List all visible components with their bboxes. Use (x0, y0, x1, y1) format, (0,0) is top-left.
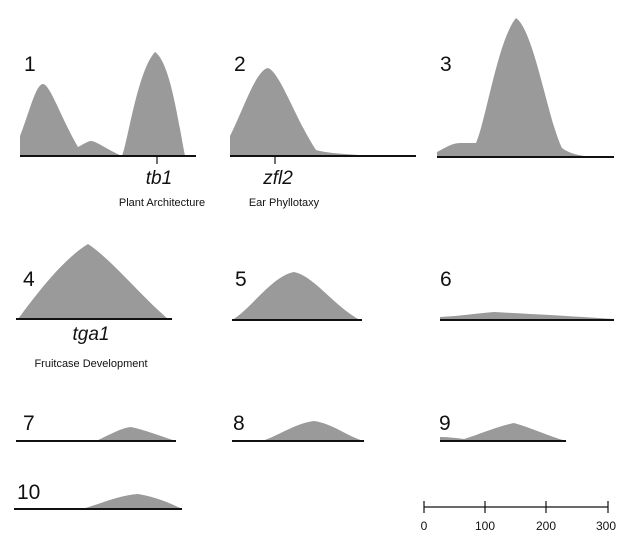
panel-1-trait-label: Plant Architecture (119, 197, 205, 209)
panel-6-number: 6 (440, 268, 452, 291)
panel-1-number: 1 (24, 53, 36, 76)
panel-6: 6 (440, 268, 614, 321)
scale-bar-label-300: 300 (596, 519, 616, 533)
panel-4: 4 tga1 Fruitcase Development (16, 244, 172, 370)
panel-10-peak (82, 494, 182, 509)
panel-4-number: 4 (23, 268, 35, 291)
panel-5-number: 5 (235, 268, 247, 291)
scale-bar-label-0: 0 (421, 519, 428, 533)
panel-9-peak (440, 423, 566, 441)
scale-bar-label-200: 200 (536, 519, 556, 533)
panel-1-peak (20, 52, 185, 156)
panel-1: 1 tb1 Plant Architecture (20, 52, 205, 209)
panel-7: 7 (16, 412, 176, 442)
panel-8-number: 8 (233, 412, 245, 435)
panel-2: zfl2 2 Ear Phyllotaxy (230, 53, 416, 209)
panel-4-peak (18, 244, 168, 319)
panel-10-number: 10 (17, 481, 40, 504)
panel-5: 5 (232, 268, 362, 321)
panel-1-gene-label: tb1 (146, 168, 172, 189)
panel-5-peak (232, 272, 360, 320)
panel-9: 9 (439, 412, 566, 442)
panel-4-gene-label: tga1 (73, 324, 110, 345)
panel-3: 3 (437, 18, 614, 158)
panel-7-number: 7 (23, 412, 35, 435)
panel-2-peak (230, 68, 380, 156)
panel-3-number: 3 (440, 53, 452, 76)
panel-3-peak (437, 18, 594, 157)
panel-7-peak (96, 427, 176, 441)
panel-8: 8 (232, 412, 364, 442)
panel-2-number: 2 (234, 53, 246, 76)
panel-4-trait-label: Fruitcase Development (34, 358, 147, 370)
panel-6-peak (440, 312, 613, 320)
panel-2-gene-label: zfl2 (262, 168, 293, 189)
panel-8-peak (262, 421, 364, 441)
panel-2-trait-label: Ear Phyllotaxy (249, 197, 320, 209)
panel-9-number: 9 (439, 412, 451, 435)
scale-bar: 0 100 200 300 (421, 501, 616, 533)
panel-10: 10 (14, 481, 182, 510)
scale-bar-label-100: 100 (475, 519, 495, 533)
